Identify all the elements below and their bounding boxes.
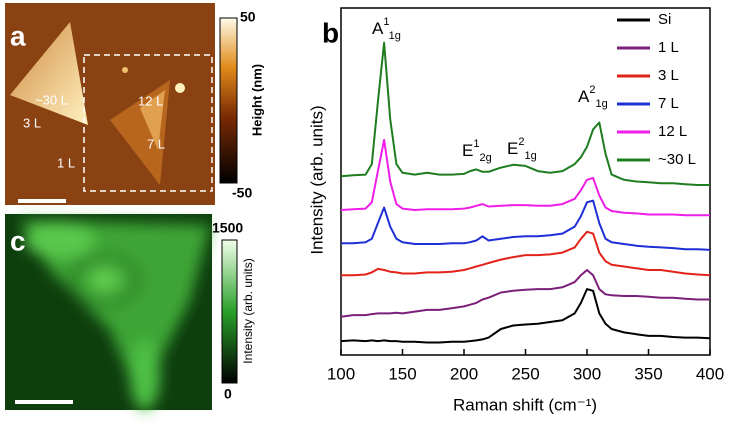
peak-sup: 1 — [383, 16, 389, 28]
colorbar-min: 0 — [224, 386, 232, 402]
region-label: 3 L — [23, 115, 41, 130]
region-label: 7 L — [147, 136, 165, 151]
panel-label: c — [10, 225, 26, 256]
peak-label: A21g — [578, 84, 608, 110]
peak-sub: 1g — [524, 150, 536, 162]
peak-symbol: A — [372, 19, 384, 38]
peak-sup: 1 — [473, 138, 479, 150]
plot-frame — [340, 7, 711, 356]
panel-label: b — [322, 17, 339, 48]
y-axis-title: Intensity (arb. units) — [307, 105, 326, 254]
x-tick-label: 250 — [511, 364, 539, 383]
peak-sup: 2 — [518, 136, 524, 148]
legend-label: 7 L — [658, 95, 679, 112]
colorbar-max: 50 — [240, 9, 256, 25]
colorbar-min: -50 — [232, 185, 252, 201]
series-line — [340, 288, 711, 344]
x-tick-label: 350 — [634, 364, 662, 383]
x-tick-label: 400 — [696, 364, 724, 383]
peak-symbol: A — [578, 87, 590, 106]
x-axis-title: Raman shift (cm⁻¹) — [453, 395, 597, 414]
peak-sup: 2 — [589, 84, 595, 96]
colorbar — [221, 239, 238, 384]
region-label: 1 L — [57, 155, 75, 170]
peak-sub: 1g — [595, 98, 607, 110]
region-label: 12 L — [138, 93, 163, 108]
legend-label: ~30 L — [658, 151, 696, 168]
afm-image — [5, 3, 215, 205]
series-line — [340, 138, 710, 217]
raman-map — [5, 214, 212, 410]
panel-label: a — [10, 20, 26, 51]
series-line — [340, 41, 710, 186]
legend-label: 3 L — [658, 67, 679, 84]
colorbar-max: 1500 — [212, 220, 243, 236]
colorbar-title: Height (nm) — [249, 64, 264, 136]
x-tick-label: 300 — [573, 364, 601, 383]
peak-sub: 1g — [389, 30, 401, 42]
x-tick-label: 150 — [388, 364, 416, 383]
peak-label: A11g — [372, 16, 401, 42]
peak-symbol: E — [462, 141, 473, 160]
legend-label: Si — [658, 11, 671, 28]
colorbar-title: Intensity (arb. units) — [241, 258, 255, 363]
x-tick-label: 100 — [327, 364, 355, 383]
peak-label: E12g — [462, 138, 492, 164]
peak-label: E21g — [507, 136, 537, 162]
legend-label: 12 L — [658, 123, 687, 140]
series-line — [341, 230, 711, 277]
colorbar — [219, 17, 238, 184]
series-line — [340, 269, 710, 318]
series-line — [341, 199, 711, 251]
x-tick-label: 200 — [450, 364, 478, 383]
legend-label: 1 L — [658, 39, 679, 56]
peak-symbol: E — [507, 139, 518, 158]
region-label: ~30 L — [35, 92, 68, 107]
peak-sub: 2g — [479, 152, 491, 164]
